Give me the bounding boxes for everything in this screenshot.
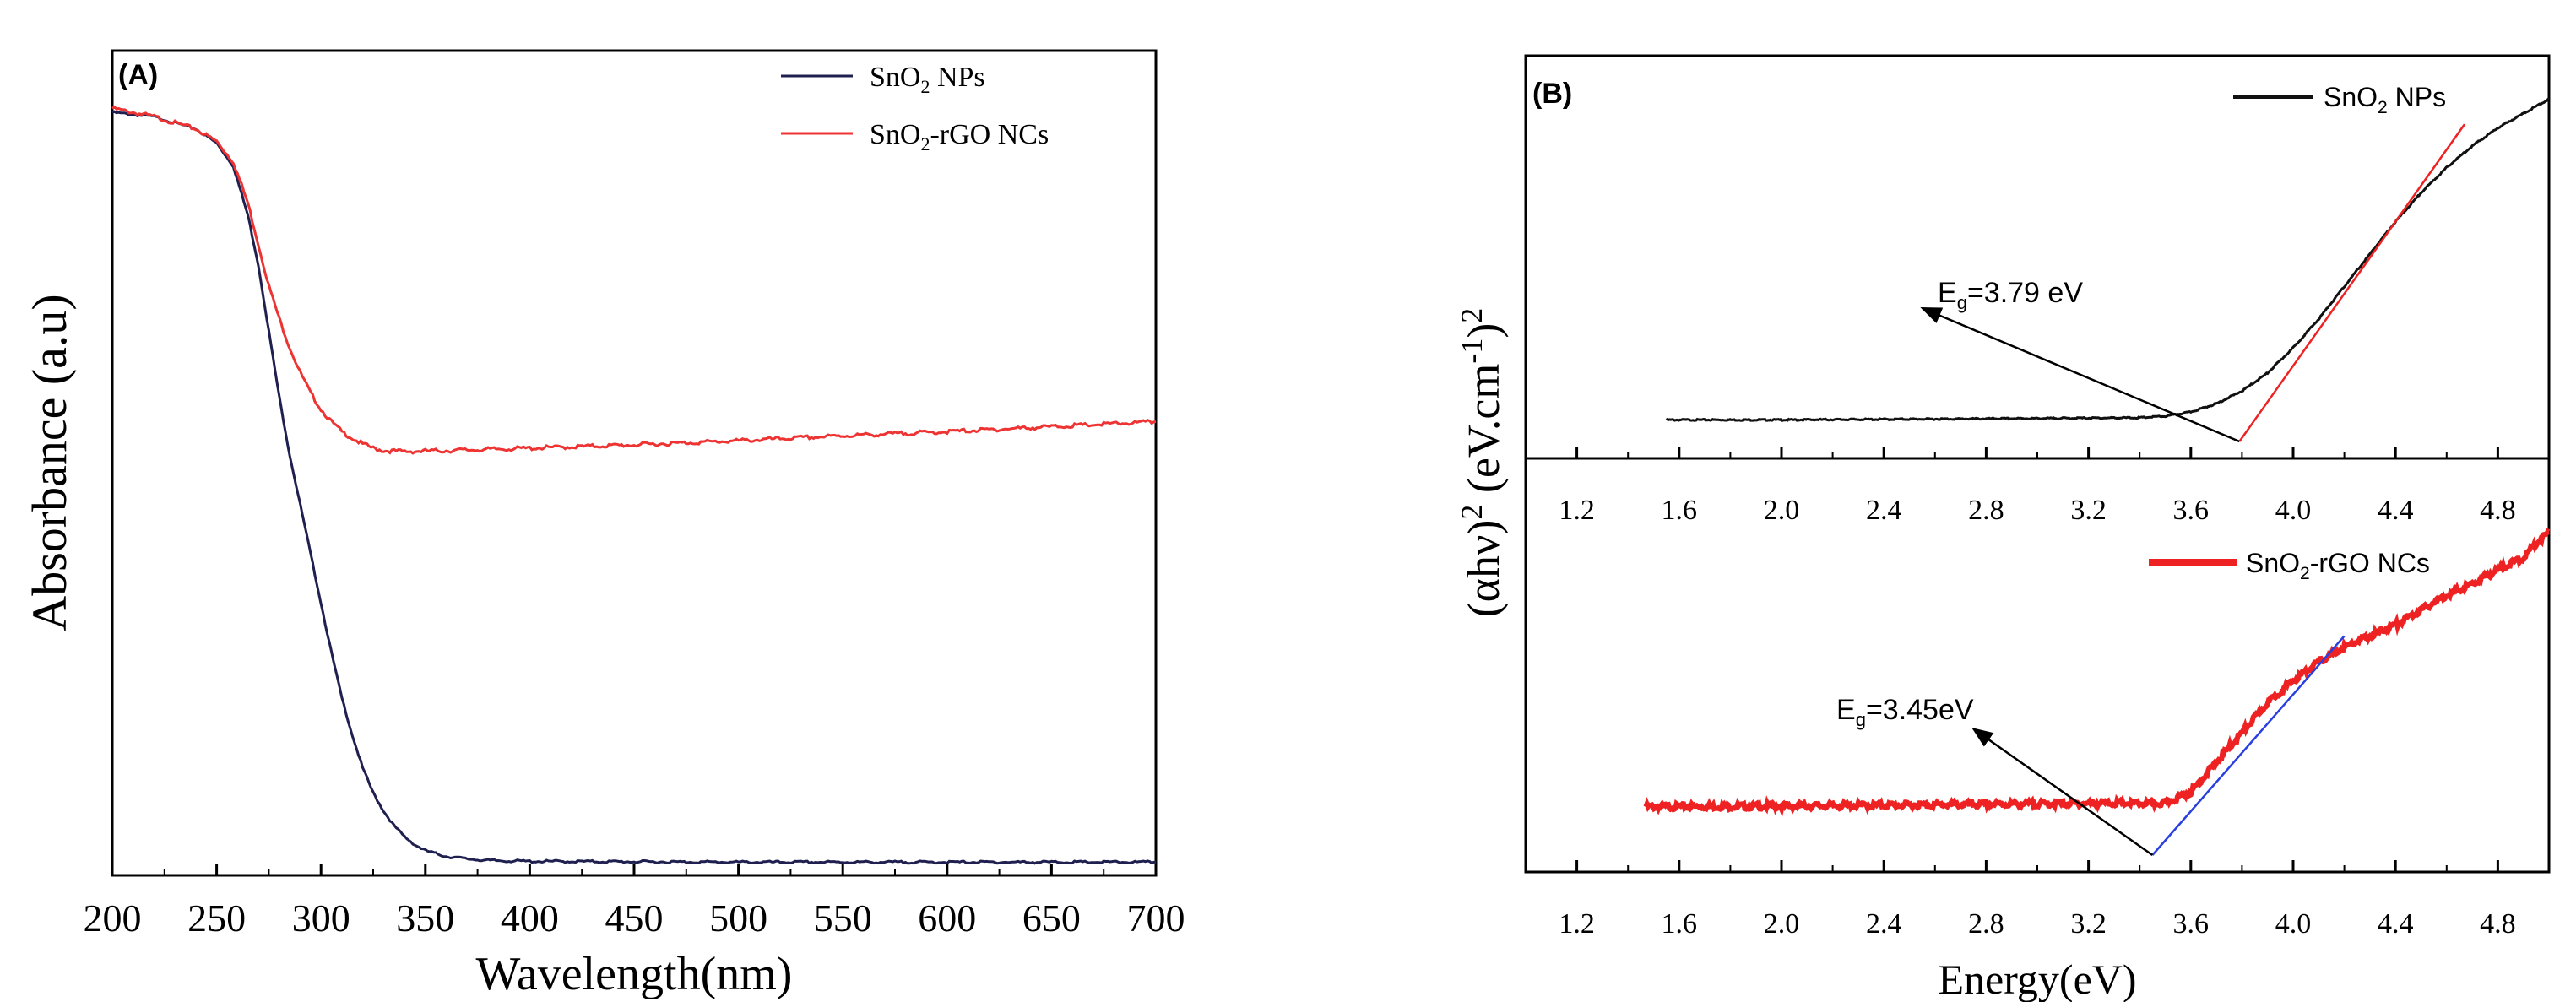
panel-b-xtick-label: 4.4 [2378, 908, 2414, 940]
panel-b-xtick-label: 3.2 [2070, 908, 2107, 940]
panel-b-xtick-label: 3.6 [2173, 908, 2210, 940]
annotation-eg-sno2: Eg=3.79 eV [1938, 277, 2083, 313]
annotation-eg-sno2-rgo: Eg=3.45eV [1836, 694, 1974, 730]
panel-b-xtick-label: 1.2 [1559, 495, 1595, 526]
panel-a-xtick-label: 400 [501, 896, 559, 940]
panel-b-xtick-label: 4.0 [2275, 908, 2312, 940]
panel-a-xtick-label: 300 [292, 896, 350, 940]
panel-b-xtick-label: 2.4 [1866, 495, 1902, 526]
panel-a-frame [111, 49, 1158, 877]
annotation-arrow-sno2-rgo [1971, 727, 2154, 857]
panel-b-label: (B) [1532, 78, 1572, 110]
panel-a-xtick-label: 450 [605, 896, 664, 940]
legend-label-sno2-nps-b: SnO2 NPs [2324, 82, 2446, 117]
panel-b-bottom-legend: SnO2-rGO NCs [2149, 548, 2430, 583]
panel-b-xtick-label: 2.0 [1764, 908, 1800, 940]
fit-line-sno2 [2238, 123, 2466, 442]
series-sno2-nps-tauc [1665, 97, 2550, 422]
panel-a-xlabel: Wavelength(nm) [476, 948, 793, 1000]
panel-a-xtick-label: 200 [84, 896, 142, 940]
panel-a-xtick-label: 350 [396, 896, 454, 940]
panel-b-xlabel: Energy(eV) [1938, 956, 2136, 1002]
legend-label-sno2-rgo: SnO2-rGO NCs [870, 119, 1049, 154]
panel-a-xtick-label: 600 [918, 896, 976, 940]
panel-a-xtick-label: 700 [1127, 896, 1185, 940]
legend-label-sno2-nps: SnO2 NPs [870, 62, 985, 97]
panel-b-xtick-label: 2.4 [1866, 908, 1902, 940]
panel-b-top-frame [1524, 54, 2551, 460]
panel-a-legend: SnO2 NPs SnO2-rGO NCs [781, 62, 1049, 154]
panel-b-xtick-label: 2.8 [1968, 908, 2004, 940]
panel-b-ylabel: (αhν)2 (eV.cm-1)2 [1455, 308, 1509, 618]
panel-a-label: (A) [118, 59, 158, 91]
panel-b-xtick-label: 3.2 [2070, 495, 2107, 526]
panel-a: 200 250 300 350 400 450 500 550 600 650 700 (A) Sn… [22, 49, 1185, 1000]
series-sno2-rgo-line [111, 105, 1157, 455]
panel-b-xtick-label: 3.6 [2173, 495, 2210, 526]
panel-b: 1.2 1.6 2.0 2.4 2.8 3.2 3.6 4.0 4.4 4.8 1.2 1.6 2.0 2… [1455, 54, 2551, 1002]
panel-a-xtick-label: 500 [709, 896, 767, 940]
series-sno2-nps-line [111, 110, 1156, 865]
panel-b-xtick-label: 4.0 [2275, 495, 2312, 526]
panel-b-top-legend: SnO2 NPs [2233, 82, 2446, 117]
annotation-arrow-sno2 [1920, 306, 2240, 443]
panel-b-xtick-label: 2.0 [1764, 495, 1800, 526]
panel-b-xtick-label: 4.8 [2480, 908, 2516, 940]
fit-line-sno2-rgo [2151, 635, 2346, 856]
panel-b-xtick-label: 1.6 [1662, 908, 1698, 940]
panel-a-ylabel: Absorbance (a.u) [22, 294, 77, 631]
panel-b-xtick-label: 2.8 [1968, 495, 2004, 526]
series-sno2-rgo-tauc [1643, 528, 2551, 817]
panel-a-xtick-label: 550 [814, 896, 872, 940]
panel-a-xtick-label: 650 [1022, 896, 1081, 940]
panel-a-xtick-label: 250 [187, 896, 246, 940]
panel-b-xtick-label: 4.4 [2378, 495, 2414, 526]
legend-label-sno2-rgo-b: SnO2-rGO NCs [2246, 548, 2430, 583]
panel-b-xtick-label: 4.8 [2480, 495, 2516, 526]
panel-b-xtick-label: 1.6 [1662, 495, 1698, 526]
panel-b-xtick-label: 1.2 [1559, 908, 1595, 940]
